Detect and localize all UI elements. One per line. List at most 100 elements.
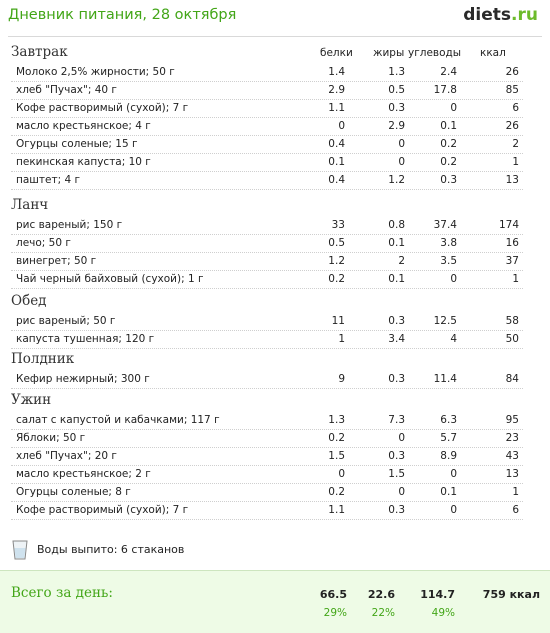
carbs-value: 0 [450,504,457,516]
fat-value: 1.2 [388,174,405,186]
protein-value: 1.1 [328,102,345,114]
page-title: Дневник питания, 28 октября [8,7,237,23]
kcal-value: 1 [512,486,519,498]
food-row: масло крестьянское; 2 г 0 1.5 0 13 [11,466,523,484]
protein-value: 1.2 [328,255,345,267]
protein-value: 1.5 [328,450,345,462]
meal-name: Полдник [11,351,75,367]
logo-main-text: diets [463,5,512,25]
fat-value: 0.5 [388,84,405,96]
fat-value: 1.3 [388,66,405,78]
food-name: Огурцы соленые; 8 г [16,486,131,498]
protein-value: 0 [338,120,345,132]
protein-value: 1 [338,333,345,345]
carbs-value: 2.4 [440,66,457,78]
carbs-value: 0.3 [440,174,457,186]
carbs-value: 0 [450,273,457,285]
kcal-value: 85 [505,84,519,96]
kcal-value: 58 [505,315,519,327]
meal-section: Ланч рис вареный; 150 г 33 0.8 37.4 174 лечо; … [0,195,550,289]
carbs-value: 6.3 [440,414,457,426]
protein-value: 11 [331,315,345,327]
water-text: Воды выпито: 6 стаканов [37,543,185,556]
total-fat: 22.6 [367,588,395,601]
fat-value: 0 [398,486,405,498]
food-row: Молоко 2,5% жирности; 50 г 1.4 1.3 2.4 26 [11,64,523,82]
food-name: лечо; 50 г [16,237,71,249]
fat-value: 0.8 [388,219,405,231]
kcal-value: 2 [512,138,519,150]
fat-value: 1.5 [388,468,405,480]
fat-value: 0 [398,138,405,150]
meal-section: Завтрак белки жиры углеводы ккал Молоко 2,5% … [0,42,550,190]
carbs-value: 0.1 [440,120,457,132]
meal-header: Полдник [0,349,550,371]
food-name: Яблоки; 50 г [16,432,86,444]
logo-suffix-text: .ru [511,5,538,25]
protein-value: 0 [338,468,345,480]
food-row: капуста тушенная; 120 г 1 3.4 4 50 [11,331,523,349]
kcal-value: 16 [505,237,519,249]
protein-value: 0.1 [328,156,345,168]
food-name: паштет; 4 г [16,174,81,186]
food-name: масло крестьянское; 4 г [16,120,151,132]
protein-value: 0.5 [328,237,345,249]
food-row: масло крестьянское; 4 г 0 2.9 0.1 26 [11,118,523,136]
carbs-value: 0.2 [440,138,457,150]
page-header: Дневник питания, 28 октября diets.ru [0,0,550,36]
kcal-value: 174 [498,219,519,231]
kcal-value: 6 [512,504,519,516]
food-name: Огурцы соленые; 15 г [16,138,138,150]
kcal-value: 6 [512,102,519,114]
kcal-value: 26 [505,120,519,132]
meal-name: Ланч [11,197,49,213]
carbs-value: 0 [450,102,457,114]
carbs-value: 12.5 [433,315,457,327]
food-row: паштет; 4 г 0.4 1.2 0.3 13 [11,172,523,190]
kcal-value: 50 [505,333,519,345]
protein-value: 33 [331,219,345,231]
food-row: Кефир нежирный; 300 г 9 0.3 11.4 84 [11,371,523,389]
fat-value: 3.4 [388,333,405,345]
food-row: винегрет; 50 г 1.2 2 3.5 37 [11,253,523,271]
food-name: масло крестьянское; 2 г [16,468,151,480]
fat-value: 0.3 [388,373,405,385]
food-name: Чай черный байховый (сухой); 1 г [16,273,204,285]
kcal-value: 1 [512,156,519,168]
carbs-value: 17.8 [433,84,457,96]
food-name: Кефир нежирный; 300 г [16,373,150,385]
protein-value: 1.3 [328,414,345,426]
food-row: Кофе растворимый (сухой); 7 г 1.1 0.3 0 6 [11,100,523,118]
site-logo[interactable]: diets.ru [463,5,538,25]
carbs-value: 4 [450,333,457,345]
fat-value: 0.3 [388,102,405,114]
column-header: углеводы [408,47,462,59]
carbs-percent: 49% [431,607,455,619]
total-protein: 66.5 [319,588,347,601]
food-name: Молоко 2,5% жирности; 50 г [16,66,175,78]
food-row: рис вареный; 50 г 11 0.3 12.5 58 [11,313,523,331]
food-row: Кофе растворимый (сухой); 7 г 1.1 0.3 0 6 [11,502,523,520]
fat-value: 0 [398,156,405,168]
total-kcal: 759 ккал [482,588,540,601]
fat-value: 0.3 [388,315,405,327]
carbs-value: 0 [450,468,457,480]
meal-name: Завтрак [11,44,68,60]
meal-name: Ужин [11,392,52,408]
total-label: Всего за день: [11,585,113,601]
total-carbs: 114.7 [420,588,455,601]
kcal-value: 43 [505,450,519,462]
fat-value: 0.1 [388,273,405,285]
food-row: лечо; 50 г 0.5 0.1 3.8 16 [11,235,523,253]
kcal-value: 13 [505,174,519,186]
food-name: пекинская капуста; 10 г [16,156,151,168]
protein-value: 1.4 [328,66,345,78]
protein-value: 0.2 [328,432,345,444]
column-header: белки [320,47,353,59]
food-row: Яблоки; 50 г 0.2 0 5.7 23 [11,430,523,448]
column-header: ккал [480,47,506,59]
fat-value: 0.1 [388,237,405,249]
carbs-value: 8.9 [440,450,457,462]
meal-header: Обед [0,291,550,313]
carbs-value: 3.5 [440,255,457,267]
